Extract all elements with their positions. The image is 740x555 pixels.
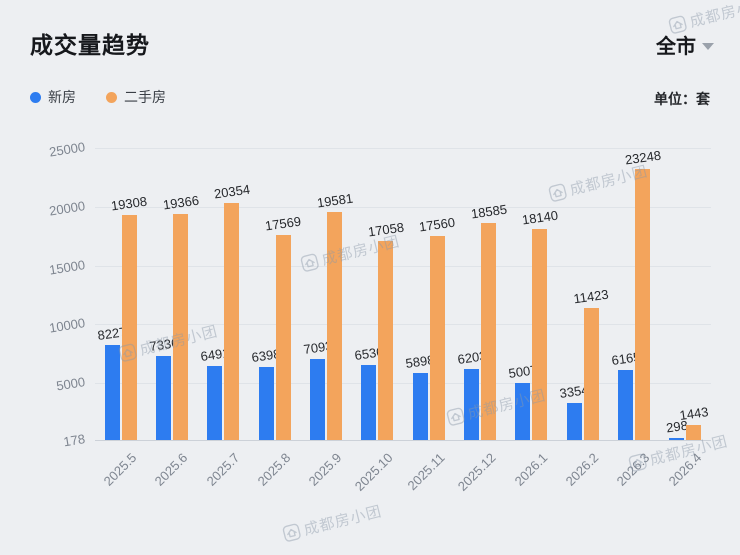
value-label: 17569 — [264, 213, 303, 234]
legend-dot-resale-homes — [106, 91, 117, 103]
bar-新房-2025.5[interactable] — [104, 345, 120, 440]
x-axis-tick: 2025.11 — [404, 450, 448, 494]
watermark: 成都房小团 — [281, 500, 384, 545]
bar-二手房-2025.11[interactable] — [429, 235, 445, 440]
x-axis-tick: 2026.1 — [511, 450, 550, 489]
value-label: 19581 — [315, 190, 354, 211]
x-axis-tick: 2025.6 — [151, 450, 191, 489]
y-axis-tick: 20000 — [48, 197, 87, 219]
x-axis-tick: 2025.10 — [352, 450, 396, 494]
legend-dot-new-homes — [30, 91, 41, 103]
bar-新房-2026.2[interactable] — [566, 402, 582, 440]
x-axis-tick: 2025.9 — [305, 450, 345, 489]
watermark-text: 成都房小团 — [688, 0, 740, 31]
region-label: 全市 — [656, 36, 696, 58]
bar-新房-2025.6[interactable] — [156, 355, 171, 440]
legend-item-new-homes[interactable]: 新房 — [30, 87, 76, 107]
bar-新房-2025.8[interactable] — [258, 366, 274, 440]
bar-新房-2026.3[interactable] — [618, 369, 633, 440]
bar-新房-2025.11[interactable] — [412, 372, 428, 440]
bar-新房-2025.7[interactable] — [207, 365, 223, 440]
gridline — [95, 265, 711, 267]
gridline — [95, 206, 711, 208]
watermark-text: 成都房小团 — [302, 503, 384, 539]
house-logo-icon — [281, 522, 302, 543]
y-axis-tick: 25000 — [48, 139, 87, 160]
legend-item-resale-homes[interactable]: 二手房 — [106, 87, 166, 107]
y-axis-tick: 10000 — [48, 315, 87, 337]
bar-二手房-2025.7[interactable] — [224, 202, 240, 440]
bar-二手房-2025.10[interactable] — [378, 241, 394, 440]
region-selector[interactable]: 全市 — [656, 30, 714, 59]
x-axis-tick: 2025.8 — [254, 450, 294, 489]
bar-二手房-2026.1[interactable] — [532, 228, 548, 440]
value-label: 11423 — [572, 286, 610, 307]
bar-二手房-2025.6[interactable] — [173, 214, 188, 440]
bar-新房-2025.10[interactable] — [361, 365, 377, 440]
bar-二手房-2026.3[interactable] — [635, 168, 650, 440]
x-axis-tick: 2025.7 — [203, 450, 242, 489]
bar-新房-2025.12[interactable] — [464, 369, 479, 440]
gridline — [95, 383, 711, 385]
bar-二手房-2026.4[interactable] — [686, 425, 702, 440]
x-axis-tick: 2025.12 — [454, 450, 499, 494]
y-axis-tick: 178 — [62, 431, 87, 450]
unit-label: 单位：套 — [654, 91, 710, 107]
legend-label-new-homes: 新房 — [48, 89, 76, 105]
value-label: 20354 — [212, 181, 251, 202]
bar-新房-2026.1[interactable] — [515, 383, 531, 440]
bar-新房-2026.4[interactable] — [669, 437, 685, 440]
gridline — [95, 440, 711, 441]
page-title: 成交量趋势 — [30, 32, 150, 58]
legend-label-resale-homes: 二手房 — [124, 89, 166, 105]
bar-二手房-2025.8[interactable] — [275, 235, 291, 440]
x-axis-tick: 2026.4 — [665, 450, 704, 489]
y-axis-tick: 5000 — [55, 374, 87, 394]
legend: 新房 二手房 — [30, 87, 166, 107]
y-axis-tick: 15000 — [48, 256, 87, 278]
chevron-down-icon — [702, 42, 714, 50]
x-axis-tick: 2025.5 — [100, 450, 140, 489]
bar-chart-plot: 178 5000 10000 15000 20000 25000 8227 19308 2025… — [48, 139, 711, 494]
bar-二手房-2025.5[interactable] — [121, 214, 137, 440]
gridline — [95, 324, 711, 326]
x-axis-tick: 2026.2 — [562, 450, 602, 489]
x-axis-tick: 2026.3 — [613, 450, 653, 489]
gridline — [95, 148, 711, 149]
bar-新房-2025.9[interactable] — [310, 358, 325, 440]
bar-二手房-2025.9[interactable] — [327, 211, 342, 440]
bar-二手房-2025.12[interactable] — [481, 223, 496, 440]
bar-二手房-2026.2[interactable] — [583, 307, 599, 440]
